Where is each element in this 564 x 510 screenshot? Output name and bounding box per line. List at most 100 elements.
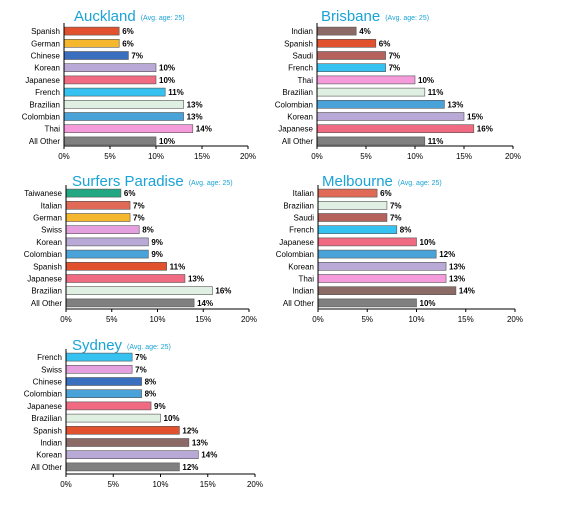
bar: [317, 213, 388, 222]
value-label: 8%: [142, 226, 154, 235]
bar: [63, 75, 157, 85]
x-tick-label: 10%: [149, 315, 165, 324]
x-tick-label: 0%: [60, 315, 72, 324]
category-label: Indian: [291, 27, 313, 36]
category-label: Brazilian: [282, 88, 313, 97]
category-label: Japanese: [27, 275, 62, 284]
chart-title: Brisbane: [321, 8, 380, 25]
bar: [317, 237, 417, 247]
bar: [65, 425, 180, 435]
bar: [316, 87, 426, 97]
bar: [63, 63, 157, 73]
chart-subtitle: (Avg. age: 25): [398, 180, 442, 187]
chart-title: Surfers Paradise: [72, 173, 184, 190]
x-tick-label: 15%: [200, 480, 216, 489]
category-label: Spanish: [33, 262, 62, 271]
value-label: 11%: [428, 88, 444, 97]
bar: [316, 75, 416, 85]
chart-panel: Auckland (Avg. age: 25) Spanish 6% German 6% C…: [22, 8, 256, 161]
category-label: French: [289, 226, 314, 235]
category-label: Saudi: [294, 214, 315, 223]
value-label: 7%: [135, 365, 147, 374]
value-label: 10%: [159, 76, 175, 85]
x-tick-label: 20%: [247, 480, 263, 489]
chart-subtitle: (Avg. age: 25): [385, 15, 429, 22]
chart-subtitle: (Avg. age: 25): [141, 15, 185, 22]
value-label: 8%: [145, 390, 157, 399]
bar: [65, 201, 131, 210]
value-label: 10%: [159, 137, 175, 146]
value-label: 6%: [122, 27, 134, 36]
value-label: 10%: [420, 299, 436, 308]
category-label: Japanese: [25, 76, 60, 85]
category-label: Brazilian: [31, 287, 62, 296]
category-label: Korean: [288, 262, 314, 271]
category-label: Thai: [44, 125, 60, 134]
value-label: 7%: [135, 353, 147, 362]
category-label: Chinese: [33, 378, 63, 387]
chart-title: Auckland: [74, 8, 136, 25]
category-label: All Other: [29, 137, 60, 146]
category-label: Chinese: [31, 52, 61, 61]
value-label: 8%: [145, 378, 157, 387]
category-label: Japanese: [27, 402, 62, 411]
bar: [63, 100, 184, 109]
value-label: 12%: [439, 250, 455, 259]
bar: [63, 87, 166, 97]
category-label: Spanish: [31, 27, 60, 36]
category-label: German: [31, 39, 60, 48]
value-label: 13%: [188, 275, 204, 284]
value-label: 6%: [124, 189, 136, 198]
bar: [65, 261, 167, 271]
value-label: 10%: [159, 64, 175, 73]
bar: [65, 274, 186, 283]
bar: [65, 450, 199, 460]
category-label: Japanese: [279, 238, 314, 247]
bar: [65, 413, 161, 423]
bar: [65, 188, 122, 198]
category-label: All Other: [31, 299, 62, 308]
value-label: 8%: [400, 226, 412, 235]
category-label: Italian: [293, 189, 314, 198]
value-label: 10%: [164, 414, 180, 423]
chart-panel: Sydney (Avg. age: 25) French 7% Swiss 7% Chine…: [24, 337, 263, 489]
value-label: 6%: [380, 189, 392, 198]
bar: [316, 136, 426, 146]
value-label: 13%: [192, 439, 208, 448]
value-label: 14%: [201, 451, 217, 460]
value-label: 9%: [154, 402, 166, 411]
bar: [65, 237, 149, 247]
value-label: 14%: [196, 125, 212, 134]
chart-subtitle: (Avg. age: 25): [127, 344, 171, 351]
value-label: 7%: [133, 214, 145, 223]
value-label: 13%: [187, 100, 203, 109]
bar: [65, 364, 133, 374]
bar: [316, 100, 445, 109]
category-label: Brazilian: [283, 201, 314, 210]
bar: [65, 389, 142, 399]
category-label: Korean: [287, 113, 313, 122]
bar: [65, 401, 152, 411]
x-tick-label: 0%: [311, 152, 323, 161]
bar: [63, 112, 184, 121]
category-label: Colombian: [22, 113, 60, 122]
value-label: 7%: [390, 201, 402, 210]
category-label: Colombian: [276, 250, 314, 259]
category-label: Saudi: [293, 52, 314, 61]
bar: [317, 188, 378, 198]
category-label: Taiwanese: [24, 189, 62, 198]
value-label: 11%: [428, 137, 444, 146]
value-label: 15%: [467, 113, 483, 122]
value-label: 16%: [477, 125, 493, 134]
value-label: 11%: [170, 262, 186, 271]
bar: [63, 124, 194, 133]
x-tick-label: 15%: [195, 315, 211, 324]
chart-panel: Surfers Paradise (Avg. age: 25) Taiwanese 6…: [24, 173, 257, 324]
x-tick-label: 5%: [361, 315, 373, 324]
bar: [63, 51, 129, 60]
category-label: Colombian: [24, 390, 62, 399]
chart-title: Sydney: [72, 337, 123, 354]
x-tick-label: 15%: [458, 315, 474, 324]
bar: [65, 213, 131, 222]
category-label: Thai: [298, 275, 314, 284]
